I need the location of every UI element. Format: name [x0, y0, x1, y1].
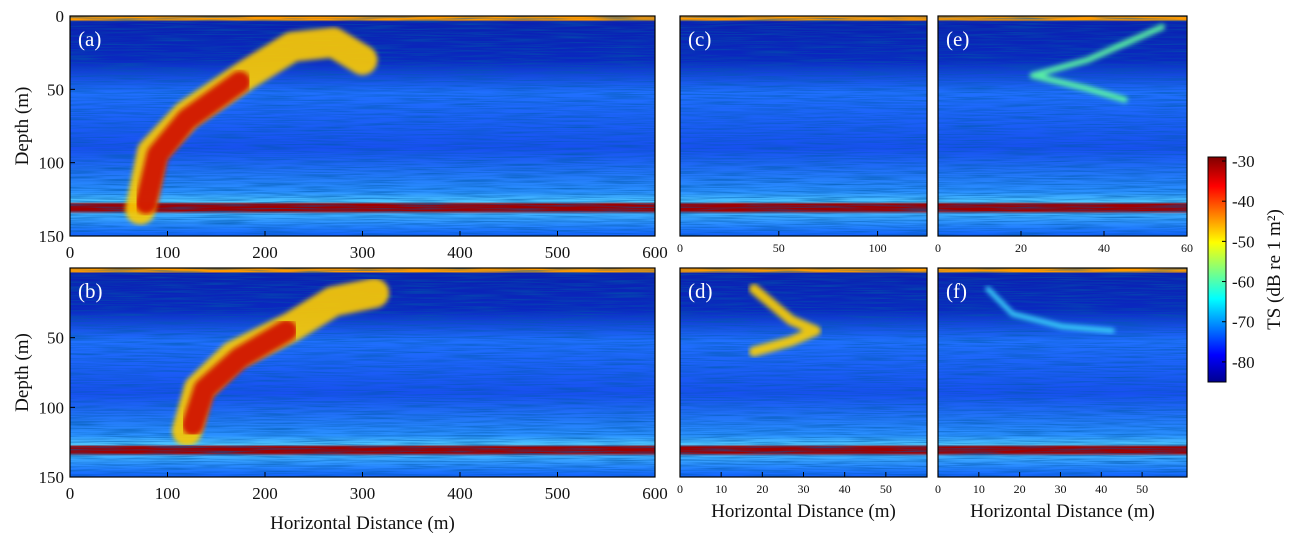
y-tick-label: 150: [39, 227, 65, 246]
echogram: [938, 16, 1187, 236]
school-echo: [181, 319, 298, 436]
x-tick-label: 100: [155, 243, 181, 262]
x-tick-label: 0: [677, 241, 683, 255]
x-tick-label: 50: [1136, 482, 1148, 496]
school-echo: [985, 286, 1115, 334]
y-tick-label: 150: [39, 468, 65, 487]
colorbar-tick-label: -40: [1232, 192, 1255, 211]
x-tick-label: 300: [350, 484, 376, 503]
panel-label: (e): [946, 27, 969, 51]
echogram: [938, 268, 1187, 477]
school-echo: [1029, 24, 1166, 103]
x-tick-label: 0: [66, 484, 75, 503]
x-tick-label: 10: [973, 482, 985, 496]
y-axis-label: Depth (m): [12, 87, 33, 166]
x-tick-label: 20: [756, 482, 768, 496]
x-tick-label: 40: [1098, 241, 1110, 255]
x-tick-label: 600: [642, 484, 668, 503]
panel-label: (a): [78, 27, 101, 51]
panel: 0 100 200 300 400 500 600 50 100 150 (b) Depth (m) H…: [12, 267, 668, 533]
x-tick-label: 200: [252, 484, 278, 503]
colorbar-tick-label: -30: [1232, 152, 1255, 171]
x-tick-label: 40: [1095, 482, 1107, 496]
x-tick-label: 60: [1181, 241, 1193, 255]
x-tick-label: 200: [252, 243, 278, 262]
x-tick-label: 400: [447, 243, 473, 262]
x-tick-label: 40: [839, 482, 851, 496]
echogram-noise: [938, 16, 1187, 236]
echogram: [680, 16, 927, 236]
panel-label: (f): [946, 279, 967, 303]
frame: [937, 267, 1188, 478]
x-tick-label: 100: [869, 241, 887, 255]
panel: 0 20 40 60 (e): [935, 15, 1193, 255]
colorbar-tick-label: -50: [1232, 232, 1255, 251]
y-tick-label: 100: [39, 154, 65, 173]
colorbar-tick-label: -80: [1232, 353, 1255, 372]
panel: 0 10 20 30 40 50 (f) Horizontal Distance (m): [935, 267, 1188, 522]
x-axis-label: Horizontal Distance (m): [711, 501, 896, 522]
y-tick-label: 50: [47, 329, 64, 348]
x-tick-label: 600: [642, 243, 668, 262]
frame: [937, 15, 1188, 237]
panel-label: (d): [688, 279, 713, 303]
x-tick-label: 500: [545, 484, 571, 503]
colorbar-tick-label: -70: [1232, 313, 1255, 332]
x-tick-label: 0: [935, 482, 941, 496]
colorbar-label: TS (dB re 1 m²): [1264, 209, 1285, 330]
panel: 0 100 200 300 400 500 600 0 50 100 150 (a) Depth (m): [12, 7, 668, 262]
x-tick-label: 400: [447, 484, 473, 503]
y-tick-label: 0: [56, 7, 65, 26]
school-echo: [135, 71, 251, 214]
colorbar-ramp: [1207, 156, 1227, 383]
frame: [679, 15, 928, 237]
echogram-noise: [938, 268, 1187, 477]
colorbar-tick-label: -60: [1232, 273, 1255, 292]
x-tick-label: 50: [773, 241, 785, 255]
panel: 0 50 100 (c): [677, 15, 928, 255]
x-tick-label: 0: [677, 482, 683, 496]
x-axis-label: Horizontal Distance (m): [270, 513, 455, 533]
y-tick-label: 50: [47, 80, 64, 99]
colorbar: -30 -40 -50 -60 -70 -80 TS (dB re 1 m²): [1207, 152, 1285, 383]
x-tick-label: 500: [545, 243, 571, 262]
echogram-noise: [680, 268, 927, 477]
x-tick-label: 30: [798, 482, 810, 496]
school-echo: [749, 283, 821, 357]
y-axis-label: Depth (m): [12, 333, 33, 412]
echogram: [70, 16, 655, 236]
x-tick-label: 100: [155, 484, 181, 503]
echogram: [70, 268, 655, 477]
x-tick-label: 20: [1014, 482, 1026, 496]
x-tick-label: 300: [350, 243, 376, 262]
x-axis-label: Horizontal Distance (m): [970, 501, 1155, 522]
x-tick-label: 0: [935, 241, 941, 255]
x-tick-label: 30: [1054, 482, 1066, 496]
y-tick-label: 100: [39, 398, 65, 417]
x-tick-label: 0: [66, 243, 75, 262]
echogram: [680, 268, 927, 477]
panel-label: (c): [688, 27, 711, 51]
panel-label: (b): [78, 279, 103, 303]
x-tick-label: 10: [715, 482, 727, 496]
x-tick-label: 20: [1015, 241, 1027, 255]
x-tick-label: 50: [880, 482, 892, 496]
panel: 0 10 20 30 40 50 (d) Horizontal Distance (m): [677, 267, 928, 522]
